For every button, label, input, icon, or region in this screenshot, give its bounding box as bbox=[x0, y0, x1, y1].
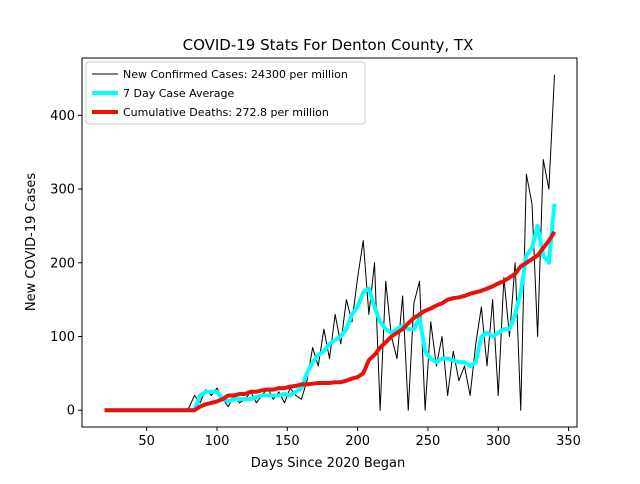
x-tick-label: 250 bbox=[416, 434, 441, 449]
x-tick-label: 150 bbox=[275, 434, 300, 449]
chart-title: COVID-19 Stats For Denton County, TX bbox=[183, 36, 474, 54]
plot-frame bbox=[81, 57, 578, 428]
series-line bbox=[104, 74, 555, 411]
y-tick-label: 0 bbox=[67, 404, 75, 419]
legend-box bbox=[85, 61, 366, 125]
x-tick-label: 200 bbox=[345, 434, 370, 449]
x-tick-label: 50 bbox=[138, 434, 155, 449]
x-tick-label: 100 bbox=[205, 434, 230, 449]
x-tick-label: 300 bbox=[486, 434, 511, 449]
y-tick-label: 200 bbox=[50, 256, 75, 271]
x-axis-label: Days Since 2020 Began bbox=[251, 456, 406, 471]
legend-label: Cumulative Deaths: 272.8 per million bbox=[123, 106, 329, 119]
y-tick-label: 100 bbox=[50, 330, 75, 345]
legend-label: New Confirmed Cases: 24300 per million bbox=[123, 68, 348, 81]
x-tick-label: 350 bbox=[556, 434, 581, 449]
series-line bbox=[104, 230, 557, 413]
y-tick-label: 400 bbox=[50, 109, 75, 124]
y-axis-label: New COVID-19 Cases bbox=[24, 173, 39, 311]
plot bbox=[104, 74, 557, 413]
y-tick-label: 300 bbox=[50, 183, 75, 198]
legend-label: 7 Day Case Average bbox=[123, 87, 235, 100]
series-line bbox=[104, 203, 557, 413]
